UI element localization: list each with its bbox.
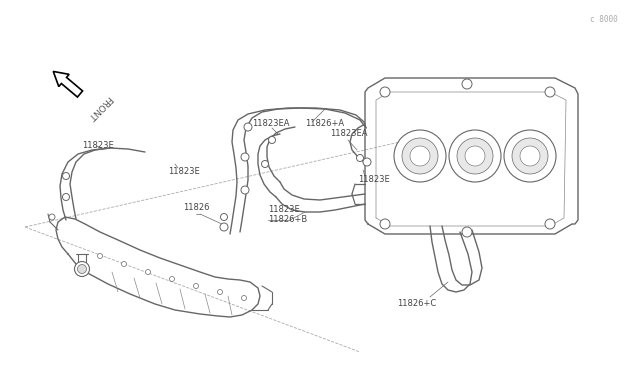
Circle shape [457,138,493,174]
Circle shape [241,153,249,161]
Circle shape [380,87,390,97]
Circle shape [218,289,223,295]
Circle shape [465,146,485,166]
Circle shape [262,160,269,167]
Text: FRONT: FRONT [85,94,113,122]
Circle shape [449,130,501,182]
Text: 11823E: 11823E [358,176,390,185]
Circle shape [504,130,556,182]
Circle shape [63,173,70,180]
Polygon shape [53,71,83,97]
Circle shape [77,264,86,273]
Circle shape [462,79,472,89]
Text: 11826+B: 11826+B [268,215,307,224]
Circle shape [97,253,102,259]
Circle shape [63,193,70,201]
Circle shape [545,219,555,229]
Circle shape [145,269,150,275]
Circle shape [462,227,472,237]
Text: 11826+C: 11826+C [397,299,436,308]
Circle shape [512,138,548,174]
Circle shape [49,214,55,220]
Circle shape [122,262,127,266]
Circle shape [520,146,540,166]
Circle shape [193,283,198,289]
Circle shape [221,214,227,221]
Text: 11823EA: 11823EA [330,129,367,138]
Circle shape [356,154,364,161]
Circle shape [241,295,246,301]
Text: 11823E: 11823E [268,205,300,214]
Circle shape [410,146,430,166]
Text: 11826+A: 11826+A [305,119,344,128]
Circle shape [269,137,275,144]
Text: 11823E: 11823E [82,141,114,151]
Circle shape [170,276,175,282]
Text: c 8000: c 8000 [590,16,618,25]
Circle shape [380,219,390,229]
Circle shape [394,130,446,182]
Circle shape [244,123,252,131]
Circle shape [402,138,438,174]
Circle shape [363,158,371,166]
Text: 11823EA: 11823EA [252,119,289,128]
Circle shape [220,223,228,231]
Text: 11826: 11826 [183,202,209,212]
Circle shape [241,186,249,194]
Circle shape [74,262,90,276]
Circle shape [545,87,555,97]
Text: 11823E: 11823E [168,167,200,176]
